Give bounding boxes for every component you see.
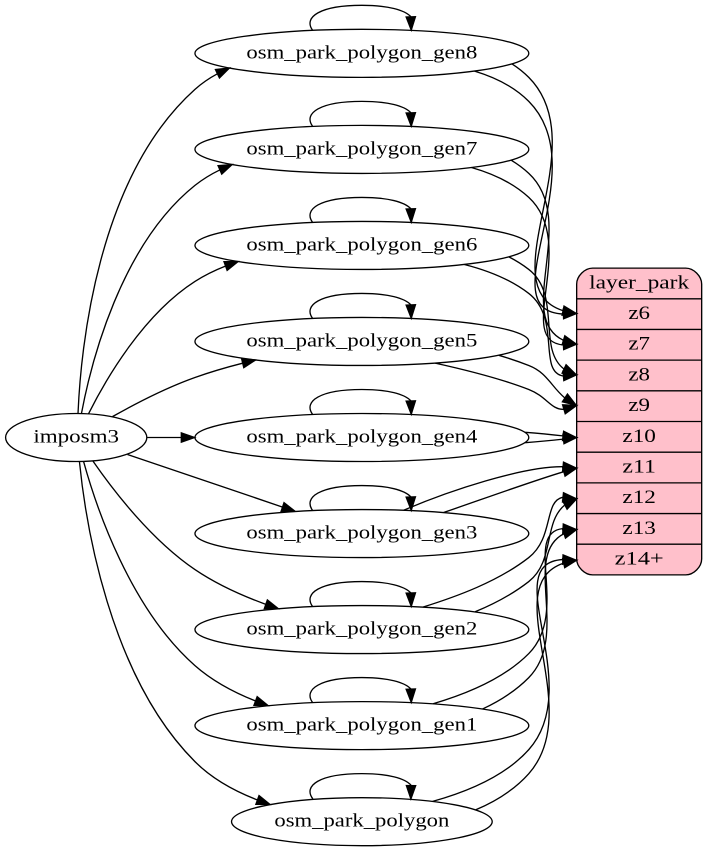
svg-text:z7: z7 (628, 334, 650, 355)
svg-text:osm_park_polygon_gen3: osm_park_polygon_gen3 (246, 522, 477, 543)
svg-text:osm_park_polygon_gen8: osm_park_polygon_gen8 (246, 42, 477, 63)
svg-text:z13: z13 (622, 518, 655, 539)
svg-text:osm_park_polygon_gen7: osm_park_polygon_gen7 (246, 138, 477, 159)
svg-text:z8: z8 (628, 364, 650, 385)
svg-text:imposm3: imposm3 (33, 426, 119, 447)
svg-text:z6: z6 (628, 303, 650, 324)
svg-text:osm_park_polygon_gen6: osm_park_polygon_gen6 (246, 234, 477, 255)
svg-text:z12: z12 (622, 487, 655, 508)
svg-text:z9: z9 (628, 395, 650, 416)
svg-text:layer_park: layer_park (589, 272, 690, 293)
svg-text:osm_park_polygon_gen5: osm_park_polygon_gen5 (246, 330, 477, 351)
svg-text:osm_park_polygon_gen4: osm_park_polygon_gen4 (246, 426, 478, 447)
svg-text:z14+: z14+ (615, 548, 664, 569)
svg-text:osm_park_polygon_gen1: osm_park_polygon_gen1 (246, 715, 477, 736)
svg-text:osm_park_polygon: osm_park_polygon (274, 811, 450, 832)
svg-text:z10: z10 (622, 426, 655, 447)
svg-text:z11: z11 (622, 456, 655, 477)
svg-text:osm_park_polygon_gen2: osm_park_polygon_gen2 (246, 618, 477, 639)
